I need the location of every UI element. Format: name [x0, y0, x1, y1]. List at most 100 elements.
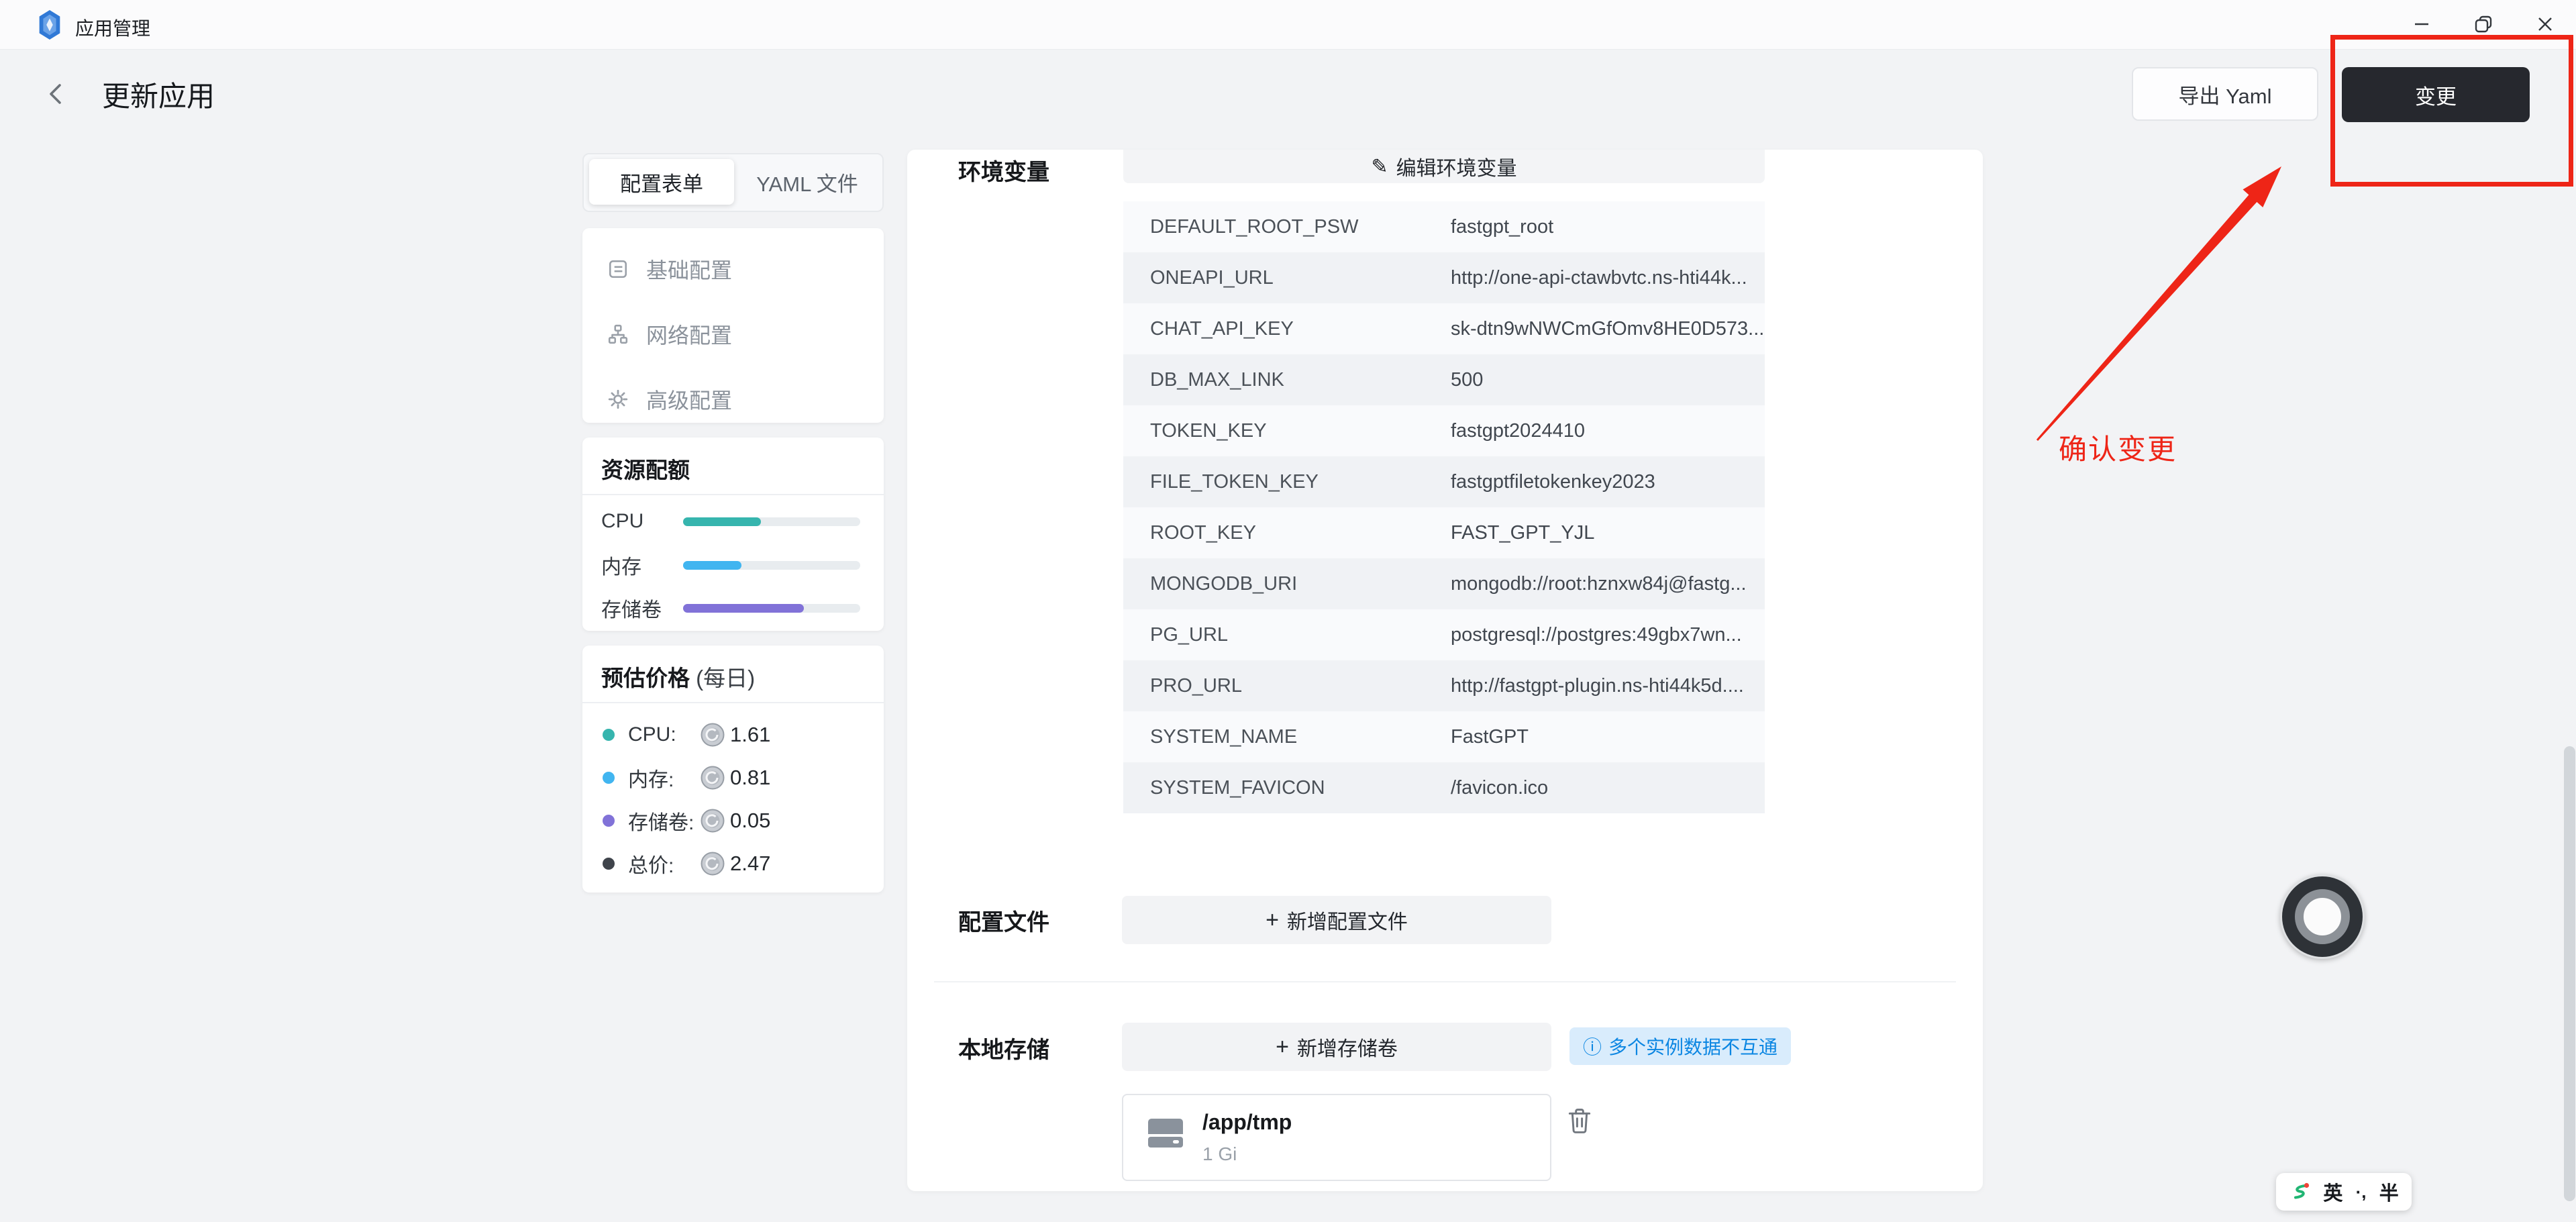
storage-dot: [603, 815, 615, 827]
env-section-label: 环境变量: [958, 160, 1049, 185]
nav-item-network-config[interactable]: 网络配置: [582, 309, 884, 359]
volume-size: 1 Gi: [1202, 1143, 1237, 1164]
nav-label: 基础配置: [646, 258, 733, 283]
annotation-label: 确认变更: [2059, 434, 2177, 465]
window-title: 应用管理: [75, 18, 151, 39]
annotation-arrow: [2036, 166, 2281, 441]
env-row: CHAT_API_KEY sk-dtn9wNWCmGfOmv8HE0D573...: [1123, 303, 1765, 354]
multi-instance-hint-badge: ⓘ 多个实例数据不互通: [1569, 1027, 1792, 1065]
vertical-scrollbar-thumb[interactable]: [2564, 746, 2575, 1201]
edit-env-button[interactable]: ✎ 编辑环境变量: [1123, 150, 1765, 183]
quota-label: 存储卷: [601, 599, 662, 621]
env-row: MONGODB_URI mongodb://root:hznxw84j@fastg…: [1123, 558, 1765, 609]
quota-row-storage: 存储卷: [582, 595, 884, 621]
env-row: FILE_TOKEN_KEY fastgptfiletokenkey2023: [1123, 456, 1765, 507]
nav-item-advanced-config[interactable]: 高级配置: [582, 374, 884, 424]
config-file-label: 配置文件: [958, 910, 1049, 935]
quota-title: 资源配额: [601, 458, 690, 482]
price-row-cpu: CPU: 1.61: [582, 721, 884, 748]
floating-assistant-button[interactable]: [2280, 874, 2365, 959]
plus-icon: +: [1266, 907, 1279, 933]
gear-icon: [608, 389, 628, 409]
nav-label: 高级配置: [646, 389, 733, 413]
minimize-button[interactable]: [2400, 5, 2444, 43]
price-value: 0.81: [730, 766, 771, 789]
app-logo-gem-icon: [39, 9, 60, 40]
nav-item-basic-config[interactable]: 基础配置: [582, 244, 884, 294]
env-row: ROOT_KEY FAST_GPT_YJL: [1123, 507, 1765, 558]
price-label: CPU:: [628, 723, 676, 746]
local-storage-label: 本地存储: [958, 1037, 1049, 1063]
ime-punct-mode: ·,: [2355, 1181, 2367, 1202]
env-row: ONEAPI_URL http://one-api-ctawbvtc.ns-hti…: [1123, 252, 1765, 303]
price-label: 总价:: [628, 855, 674, 877]
network-icon: [608, 324, 628, 344]
quota-label: CPU: [601, 510, 644, 532]
pencil-icon: ✎: [1371, 155, 1388, 178]
app-config-panel: 环境变量 ✎ 编辑环境变量 DEFAULT_ROOT_PSW fastgpt_ro…: [907, 150, 1983, 1191]
back-button[interactable]: [39, 77, 74, 111]
add-config-file-button[interactable]: + 新增配置文件: [1122, 896, 1551, 944]
export-yaml-button[interactable]: 导出 Yaml: [2132, 67, 2318, 121]
quota-label: 内存: [601, 556, 641, 578]
price-label: 存储卷:: [628, 812, 694, 834]
env-row: SYSTEM_FAVICON/favicon.ico: [1123, 762, 1765, 813]
badge-text: 多个实例数据不互通: [1608, 1037, 1778, 1058]
tab-yaml-file[interactable]: YAML 文件: [756, 172, 858, 196]
divider: [582, 702, 884, 703]
storage-progress-bar: [683, 603, 860, 613]
env-row: DEFAULT_ROOT_PSW fastgpt_root: [1123, 201, 1765, 252]
env-row: TOKEN_KEY fastgpt2024410: [1123, 405, 1765, 456]
ime-logo-icon: [2294, 1182, 2310, 1199]
tab-config-form[interactable]: 配置表单: [589, 159, 734, 205]
cpu-progress-bar: [683, 517, 860, 526]
delete-volume-button[interactable]: [1565, 1106, 1594, 1135]
price-row-storage: 存储卷: 0.05: [582, 807, 884, 834]
env-row: PG_URL postgresql://postgres:49gbx7wn...: [1123, 609, 1765, 660]
chevron-left-icon: [50, 84, 61, 104]
coin-icon: [701, 766, 725, 790]
env-var-table: DEFAULT_ROOT_PSW fastgpt_root ONEAPI_URL h…: [1123, 201, 1765, 813]
coin-icon: [701, 809, 725, 833]
price-title-main: 预估价格: [601, 666, 690, 691]
config-mode-tabs: 配置表单 YAML 文件: [582, 153, 884, 212]
price-value: 1.61: [730, 723, 771, 746]
coin-icon: [701, 852, 725, 876]
ime-lang-mode: 英: [2323, 1183, 2343, 1205]
info-icon: ⓘ: [1583, 1037, 1602, 1058]
price-label: 内存:: [628, 769, 674, 791]
price-value: 0.05: [730, 809, 771, 832]
restore-button[interactable]: [2461, 5, 2506, 43]
resource-quota-card: 资源配额 CPU 内存 存储卷: [582, 438, 884, 631]
add-volume-button[interactable]: + 新增存储卷: [1122, 1023, 1551, 1071]
window-titlebar: 应用管理: [0, 0, 2576, 50]
section-divider: [934, 981, 1956, 982]
divider: [582, 494, 884, 495]
total-dot: [603, 858, 615, 870]
price-row-total: 总价: 2.47: [582, 850, 884, 877]
coin-icon: [701, 723, 725, 747]
memory-progress-bar: [683, 560, 860, 570]
ime-status-bar[interactable]: 英 ·, 半: [2276, 1173, 2412, 1211]
cpu-dot: [603, 729, 615, 741]
close-button[interactable]: [2523, 5, 2567, 43]
nav-label: 网络配置: [646, 323, 733, 348]
add-config-file-label: 新增配置文件: [1286, 911, 1408, 933]
edit-env-label: 编辑环境变量: [1396, 158, 1517, 180]
trash-icon: [1568, 1109, 1591, 1133]
config-nav-card: 基础配置 网络配置 高级配置: [582, 228, 884, 423]
annotation-highlight-box: [2330, 35, 2573, 187]
env-row: SYSTEM_NAME FastGPT: [1123, 711, 1765, 762]
form-icon: [609, 260, 627, 278]
price-title: 预估价格 (每日): [601, 660, 755, 693]
memory-dot: [603, 772, 615, 784]
env-row: DB_MAX_LINK 500: [1123, 354, 1765, 405]
disk-icon: [1148, 1119, 1183, 1148]
page-title: 更新应用: [102, 81, 215, 112]
ime-width-mode: 半: [2379, 1183, 2399, 1205]
plus-icon: +: [1276, 1033, 1289, 1060]
apply-change-button[interactable]: 变更: [2342, 67, 2530, 122]
quota-row-memory: 内存: [582, 552, 884, 578]
quota-row-cpu: CPU: [582, 508, 884, 535]
